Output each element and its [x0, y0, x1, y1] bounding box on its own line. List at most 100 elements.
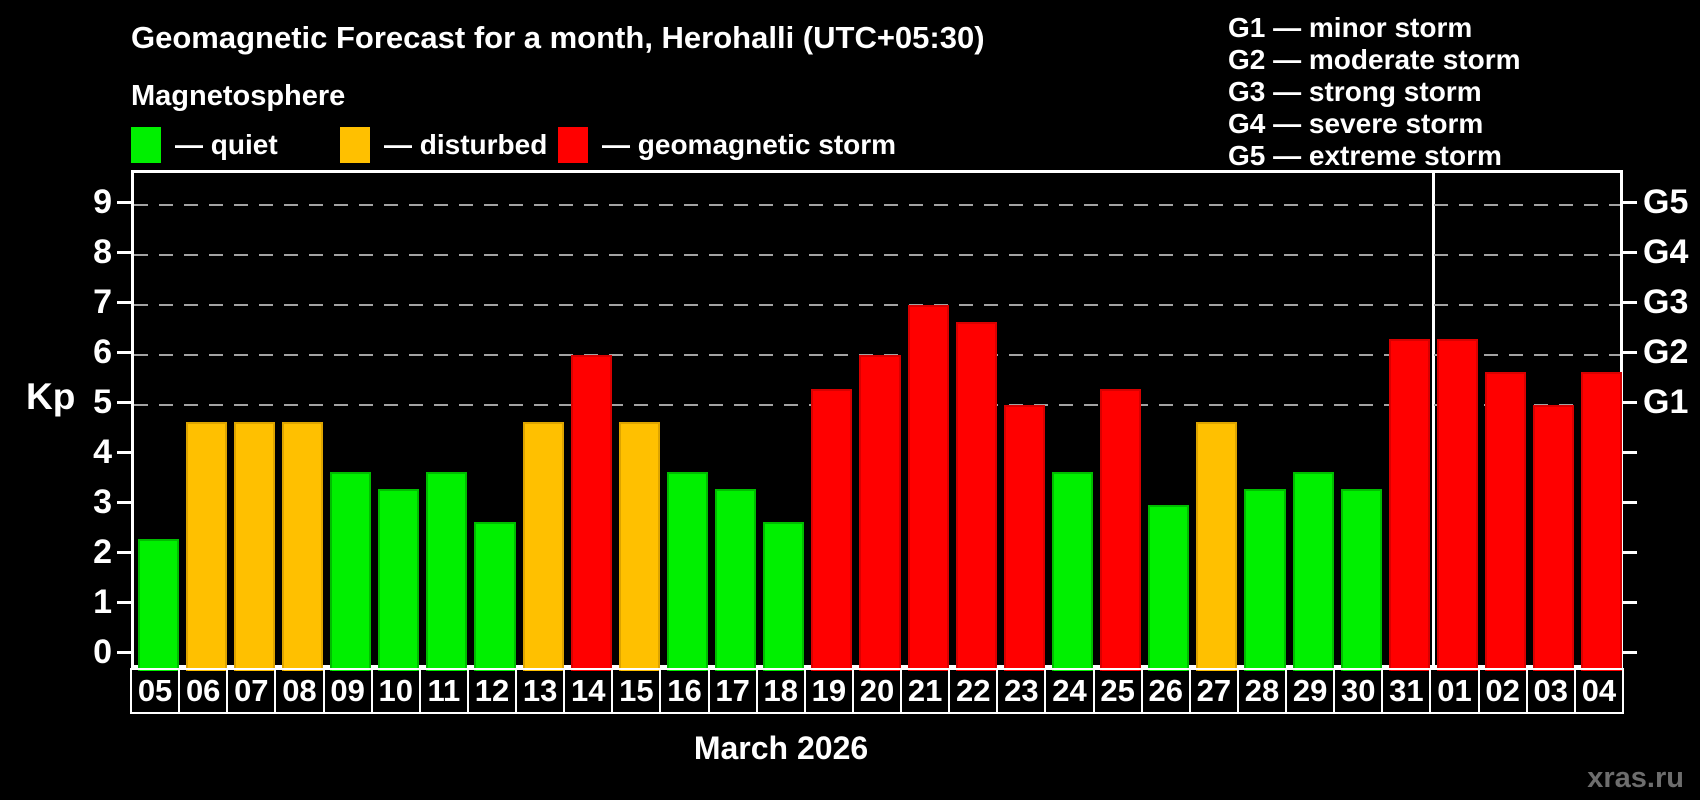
day-label-10: 10: [370, 668, 421, 714]
day-label-26: 26: [1140, 668, 1191, 714]
legend-item-storm: — geomagnetic storm: [558, 127, 896, 163]
day-label-25: 25: [1092, 668, 1143, 714]
bar-day-19: [811, 388, 853, 671]
bar-day-29: [1292, 471, 1334, 671]
y-tick-label-9: 9: [93, 183, 112, 221]
day-label-29: 29: [1285, 668, 1336, 714]
bar-day-31: [1388, 338, 1430, 671]
left-tick-kp-8: [117, 250, 131, 254]
bar-day-09: [330, 471, 372, 671]
left-tick-kp-0: [117, 650, 131, 654]
day-label-23: 23: [996, 668, 1047, 714]
y-tick-label-5: 5: [93, 383, 112, 421]
month-separator-line: [1431, 173, 1435, 665]
plot-area: [131, 170, 1623, 671]
y-tick-label-2: 2: [93, 533, 112, 571]
left-tick-kp-6: [117, 350, 131, 354]
day-label-06: 06: [178, 668, 229, 714]
day-label-16: 16: [659, 668, 710, 714]
day-label-07: 07: [226, 668, 277, 714]
day-label-18: 18: [755, 668, 806, 714]
g-legend-line-g4: G4 — severe storm: [1228, 108, 1484, 139]
right-tick-kp-5: [1623, 400, 1637, 404]
day-label-27: 27: [1188, 668, 1239, 714]
legend-label-storm: — geomagnetic storm: [602, 129, 897, 160]
right-tick-kp-0: [1623, 650, 1637, 654]
bar-day-27: [1196, 421, 1238, 671]
bar-day-15: [618, 421, 660, 671]
bar-day-25: [1100, 388, 1142, 671]
y-tick-label-8: 8: [93, 233, 112, 271]
gridline-kp-8: [134, 254, 1620, 256]
bar-day-10: [378, 488, 420, 671]
bar-day-05: [137, 538, 179, 671]
bar-day-23: [1003, 405, 1045, 671]
left-tick-kp-2: [117, 550, 131, 554]
right-axis-label-g4: G4: [1643, 233, 1689, 271]
y-axis-label: Kp: [26, 376, 76, 417]
legend-item-disturbed: — disturbed: [340, 127, 547, 163]
day-label-03: 03: [1525, 668, 1576, 714]
bar-day-22: [955, 321, 997, 671]
right-tick-kp-4: [1623, 450, 1637, 454]
bar-day-24: [1051, 471, 1094, 671]
watermark: xras.ru: [1587, 762, 1684, 794]
g-legend-line-g3: G3 — strong storm: [1228, 76, 1482, 107]
g-scale-legend: G1 — minor storm G2 — moderate storm G3 …: [1228, 12, 1521, 172]
bar-day-01: [1436, 338, 1479, 671]
day-label-14: 14: [563, 668, 614, 714]
left-tick-kp-7: [117, 300, 131, 304]
disturbed-color-swatch: [340, 127, 370, 163]
day-label-22: 22: [948, 668, 999, 714]
quiet-color-swatch: [131, 127, 161, 163]
day-label-31: 31: [1381, 668, 1432, 714]
y-tick-label-7: 7: [93, 283, 112, 321]
day-label-24: 24: [1044, 668, 1095, 714]
day-label-30: 30: [1333, 668, 1384, 714]
day-label-11: 11: [418, 668, 469, 714]
right-axis-label-g1: G1: [1643, 383, 1689, 421]
day-label-19: 19: [803, 668, 854, 714]
right-tick-kp-9: [1623, 200, 1637, 204]
legend-label-disturbed: — disturbed: [384, 129, 548, 160]
chart-subtitle: Magnetosphere: [131, 80, 346, 112]
bar-day-07: [233, 421, 275, 671]
left-tick-kp-1: [117, 600, 131, 604]
legend-item-quiet: — quiet: [131, 127, 278, 163]
day-label-28: 28: [1236, 668, 1288, 714]
day-label-04: 04: [1573, 668, 1624, 714]
right-tick-kp-6: [1623, 350, 1637, 354]
day-label-08: 08: [274, 668, 325, 714]
day-label-20: 20: [851, 668, 903, 714]
day-label-02: 02: [1477, 668, 1528, 714]
g-legend-line-g1: G1 — minor storm: [1228, 12, 1473, 43]
day-label-09: 09: [322, 668, 373, 714]
bar-day-04: [1581, 371, 1623, 671]
day-label-17: 17: [707, 668, 758, 714]
bar-day-16: [666, 471, 709, 671]
bar-day-06: [185, 421, 227, 671]
g-legend-line-g2: G2 — moderate storm: [1228, 44, 1521, 75]
bar-day-26: [1148, 505, 1190, 671]
bar-day-20: [859, 355, 901, 671]
y-tick-label-0: 0: [93, 633, 112, 671]
bar-day-08: [281, 421, 323, 671]
bar-day-28: [1244, 488, 1286, 671]
bar-day-11: [426, 471, 468, 671]
y-tick-label-3: 3: [93, 483, 112, 521]
day-label-01: 01: [1429, 668, 1480, 714]
bar-day-03: [1533, 405, 1575, 671]
bar-day-14: [570, 355, 612, 671]
y-tick-label-1: 1: [93, 583, 112, 621]
bar-day-30: [1340, 488, 1382, 671]
right-tick-kp-2: [1623, 550, 1637, 554]
day-label-13: 13: [515, 668, 566, 714]
left-tick-kp-9: [117, 200, 131, 204]
day-label-12: 12: [466, 668, 518, 714]
right-axis-label-g2: G2: [1643, 333, 1689, 371]
y-tick-label-6: 6: [93, 333, 112, 371]
day-label-21: 21: [900, 668, 951, 714]
legend-label-quiet: — quiet: [175, 129, 278, 160]
x-axis-title: March 2026: [693, 730, 869, 766]
chart-title: Geomagnetic Forecast for a month, Heroha…: [131, 20, 985, 55]
